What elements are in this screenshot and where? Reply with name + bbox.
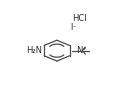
Text: I⁻: I⁻ bbox=[71, 23, 77, 32]
Text: HCl: HCl bbox=[72, 14, 87, 23]
Text: N⁺: N⁺ bbox=[76, 46, 87, 55]
Text: H₂N: H₂N bbox=[26, 46, 42, 55]
